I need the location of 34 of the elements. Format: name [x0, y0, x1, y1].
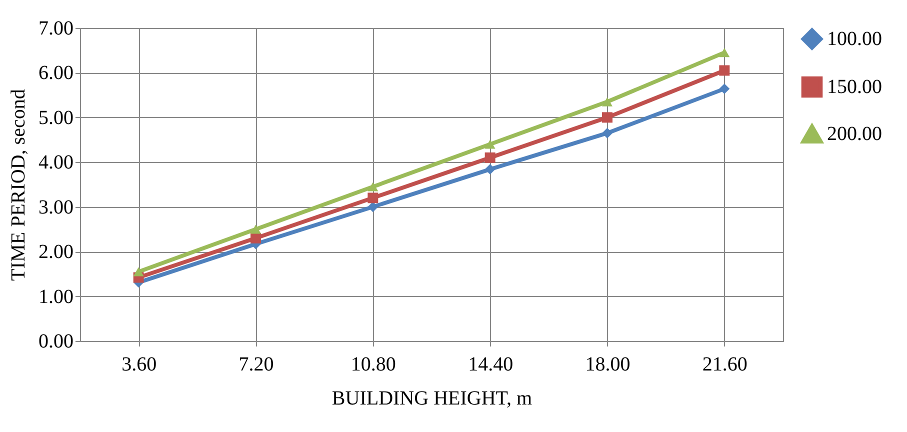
point [602, 128, 612, 138]
x-tick-label: 14.40 [468, 354, 514, 376]
point [368, 182, 378, 192]
y-tick-label: 0.00 [38, 330, 74, 352]
point [719, 84, 730, 94]
point [719, 65, 730, 76]
y-tick-label: 3.00 [38, 196, 74, 218]
y-tick-label: 4.00 [38, 152, 74, 174]
point [250, 224, 261, 234]
y-tick-label: 6.00 [38, 62, 74, 84]
y-tick-label: 7.00 [38, 18, 74, 40]
y-axis-title: TIME PERIOD, second [8, 89, 30, 281]
point [719, 48, 730, 58]
y-tick-label: 5.00 [38, 106, 74, 129]
point [368, 202, 378, 212]
y-tick-label: 2.00 [38, 241, 74, 264]
x-axis-title: BUILDING HEIGHT, m [332, 388, 533, 410]
point [133, 267, 144, 276]
legend-label: 100.00 [827, 28, 882, 50]
x-tick-label: 7.20 [238, 354, 274, 376]
point [602, 112, 612, 123]
point [368, 192, 378, 204]
legend-label: 150.00 [827, 76, 882, 98]
point [484, 140, 496, 149]
x-tick-label: 3.60 [122, 354, 157, 376]
x-tick-label: 10.80 [350, 354, 396, 376]
y-tick-label: 1.00 [38, 286, 74, 308]
x-tick-label: 21.60 [702, 354, 748, 376]
point [484, 164, 496, 175]
legend-label: 200.00 [827, 123, 882, 145]
x-tick-label: 18.00 [585, 354, 630, 376]
point [602, 97, 612, 106]
point [250, 232, 261, 244]
point [484, 152, 496, 163]
